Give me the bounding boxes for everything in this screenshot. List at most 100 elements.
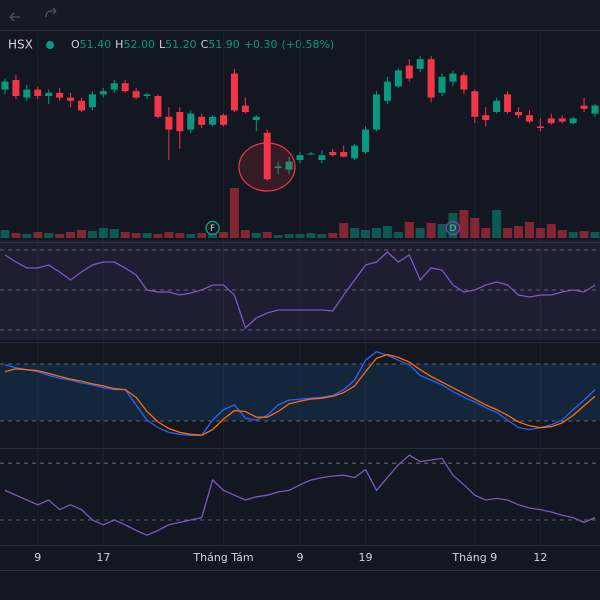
volume-bar bbox=[240, 230, 250, 238]
ohlc-name: C bbox=[201, 38, 209, 51]
volume-bar bbox=[306, 233, 316, 238]
candle-body bbox=[515, 112, 523, 116]
ohlc-name: H bbox=[115, 38, 123, 51]
legend-symbol: HSX bbox=[8, 38, 33, 52]
candle-body bbox=[547, 118, 555, 124]
candle-body bbox=[372, 94, 380, 130]
volume-bar bbox=[546, 224, 556, 238]
ohlc-legend: O51.40 H52.00 L51.20 C51.90 +0.30 (+0.58%) bbox=[71, 38, 334, 51]
volume-bar bbox=[382, 226, 392, 238]
indicator-line bbox=[4, 251, 596, 330]
candle-body bbox=[580, 105, 588, 109]
volume-bar bbox=[590, 232, 600, 238]
volume-bar bbox=[186, 234, 196, 238]
volume-bar bbox=[350, 228, 360, 238]
candle-body bbox=[23, 89, 31, 98]
candle-body bbox=[471, 91, 479, 117]
undo-icon[interactable] bbox=[9, 12, 20, 22]
candle-body bbox=[460, 75, 468, 90]
volume-bar bbox=[164, 232, 174, 238]
indicator-line bbox=[4, 350, 596, 436]
volume-bar bbox=[459, 210, 469, 238]
candle-body bbox=[252, 116, 260, 120]
candle-body bbox=[536, 126, 544, 128]
volume-bar bbox=[44, 233, 54, 238]
redo-icon[interactable] bbox=[45, 7, 57, 18]
candle-body bbox=[154, 96, 162, 117]
volume-bar bbox=[120, 232, 130, 238]
event-label: F bbox=[210, 224, 215, 234]
candle-body bbox=[274, 166, 282, 168]
candle-body bbox=[121, 83, 129, 92]
candle-body bbox=[394, 70, 402, 87]
volume-bar bbox=[22, 234, 32, 238]
ohlc-value: 51.90 bbox=[208, 38, 240, 51]
volume-bar bbox=[448, 213, 458, 238]
volume-bar bbox=[131, 233, 141, 238]
candle-body bbox=[340, 152, 348, 157]
candle-body bbox=[220, 115, 228, 125]
candle-body bbox=[187, 113, 195, 130]
volume-bar bbox=[404, 222, 414, 238]
candle-body bbox=[230, 73, 238, 111]
candle-body bbox=[482, 115, 490, 120]
candle-body bbox=[143, 94, 151, 96]
candle-body bbox=[449, 73, 457, 82]
volume-bar bbox=[153, 234, 163, 238]
candle-body bbox=[296, 155, 304, 160]
time-label: 17 bbox=[96, 551, 110, 564]
indicator-line bbox=[4, 353, 596, 436]
candle-body bbox=[493, 100, 501, 112]
volume-bar bbox=[535, 228, 545, 238]
volume-bar bbox=[481, 228, 491, 238]
candle-body bbox=[56, 92, 64, 98]
volume-bar bbox=[492, 210, 502, 238]
highlight-ellipse bbox=[238, 142, 296, 192]
volume-bar bbox=[76, 230, 86, 238]
ohlc-value: 51.20 bbox=[165, 38, 197, 51]
volume-bar bbox=[295, 234, 305, 238]
toolbar bbox=[0, 0, 600, 30]
volume-bar bbox=[11, 233, 21, 238]
volume-bar bbox=[328, 233, 338, 238]
volume-bar bbox=[568, 232, 578, 238]
volume-bar bbox=[371, 228, 381, 238]
candle-body bbox=[45, 92, 53, 96]
ohlc-name: O bbox=[71, 38, 80, 51]
volume-bar bbox=[98, 228, 108, 238]
candle-body bbox=[67, 97, 75, 101]
volume-bar bbox=[273, 235, 283, 238]
candle-body bbox=[504, 94, 512, 112]
change: +0.30 bbox=[244, 38, 278, 51]
time-label: 9 bbox=[297, 551, 304, 564]
volume-bar bbox=[251, 233, 261, 238]
time-label: 12 bbox=[533, 551, 547, 564]
volume-bar bbox=[33, 232, 43, 238]
time-label: Tháng 9 bbox=[451, 551, 497, 564]
candle-body bbox=[427, 59, 435, 98]
candle-body bbox=[318, 155, 326, 160]
volume-bar bbox=[55, 234, 65, 238]
candle-body bbox=[525, 115, 533, 122]
candle-body bbox=[383, 81, 391, 101]
volume-bar bbox=[339, 223, 349, 238]
candle-body bbox=[176, 112, 184, 132]
volume-bar bbox=[437, 224, 447, 238]
candle-body bbox=[558, 118, 566, 122]
candle-body bbox=[99, 91, 107, 95]
candle-body bbox=[209, 116, 217, 125]
ohlc-value: 51.40 bbox=[80, 38, 112, 51]
candle-body bbox=[362, 129, 370, 152]
ohlc-name: L bbox=[159, 38, 166, 51]
candle-body bbox=[307, 153, 315, 155]
volume-bar bbox=[219, 232, 229, 238]
change-percent: (+0.58%) bbox=[282, 38, 335, 51]
volume-bar bbox=[317, 234, 327, 238]
candle-body bbox=[569, 118, 577, 124]
volume-bar bbox=[426, 223, 436, 238]
volume-bar bbox=[87, 231, 97, 238]
candle-body bbox=[241, 105, 249, 112]
candle-body bbox=[329, 152, 337, 156]
level-band bbox=[0, 364, 600, 421]
